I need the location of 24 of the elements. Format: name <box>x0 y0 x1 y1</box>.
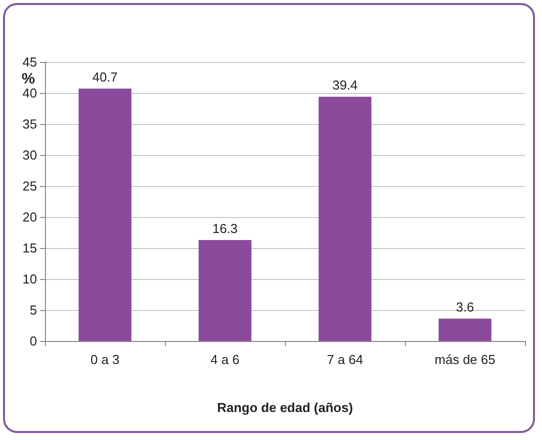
data-label: 3.6 <box>456 300 474 315</box>
x-axis-title: Rango de edad (años) <box>217 400 353 415</box>
y-tick-label: 10 <box>22 272 37 286</box>
data-label: 39.4 <box>332 78 358 93</box>
y-tick-label: 5 <box>30 302 37 318</box>
x-tick-label: 0 a 3 <box>90 352 120 367</box>
bar <box>438 318 492 341</box>
y-tick-label: 40 <box>22 86 37 100</box>
y-tick-label: 0 <box>30 334 37 348</box>
y-tick-label: 20 <box>22 210 37 224</box>
y-tick-label: 35 <box>22 116 37 132</box>
y-axis-title: % <box>22 70 35 88</box>
x-tick-label: 7 a 64 <box>326 352 364 367</box>
y-tick-label: 30 <box>22 148 37 162</box>
y-tick-label: 15 <box>22 240 37 256</box>
bar <box>78 88 132 341</box>
bar <box>198 240 252 341</box>
y-tick-label: 45 <box>22 54 37 70</box>
y-tick-label: 25 <box>22 178 37 194</box>
data-label: 16.3 <box>212 220 238 236</box>
x-tick-label: 4 a 6 <box>210 352 240 367</box>
x-tick-label: más de 65 <box>434 352 496 367</box>
bar <box>318 96 372 341</box>
data-label: 40.7 <box>92 70 118 85</box>
